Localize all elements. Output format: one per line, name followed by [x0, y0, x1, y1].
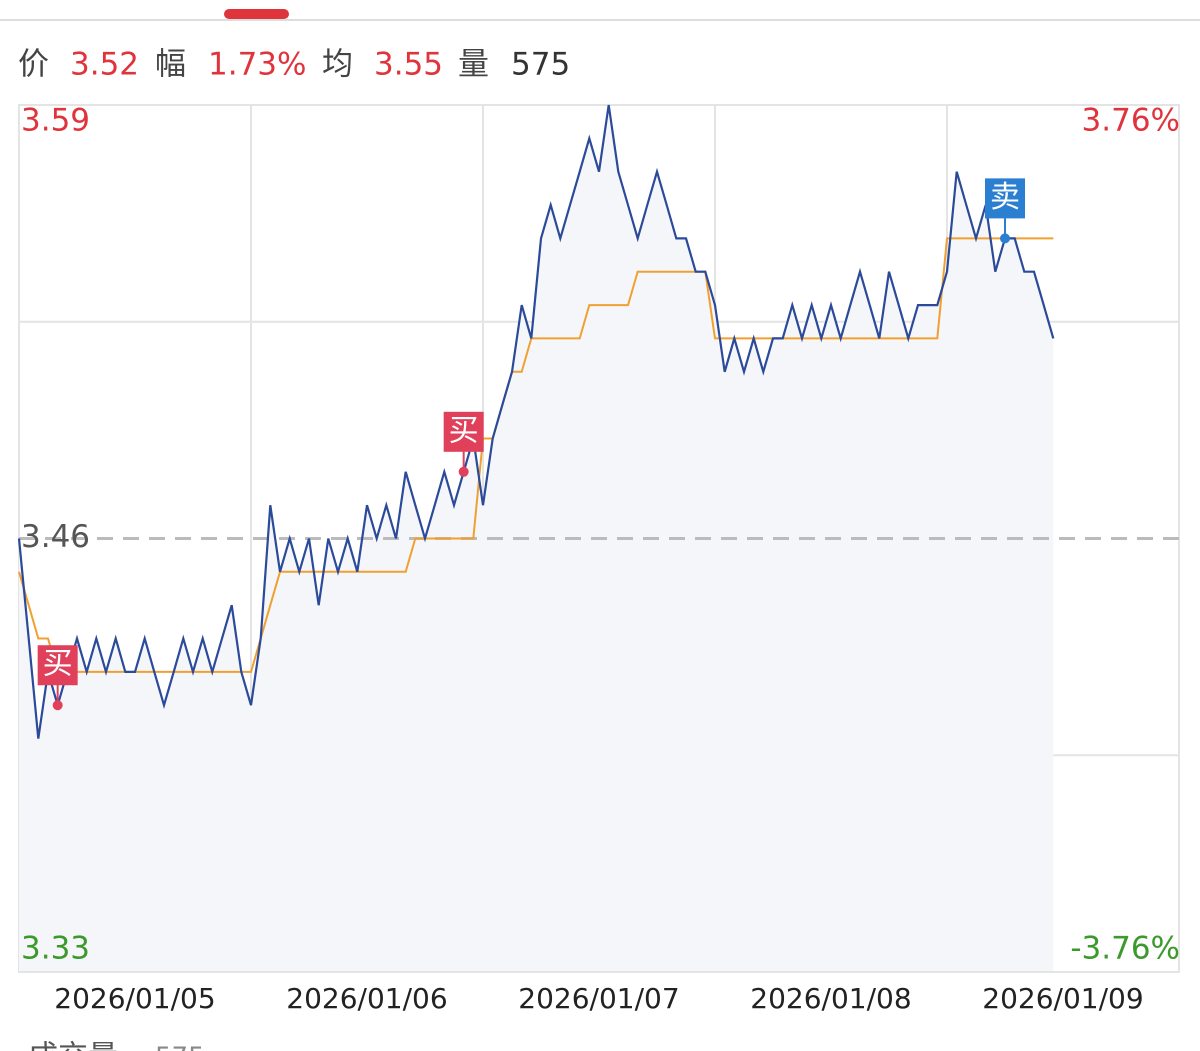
x-tick-label: 2026/01/09: [982, 982, 1143, 1015]
marker-label: 卖: [990, 180, 1020, 215]
marker-box: [985, 178, 1025, 219]
change: 1.73%: [208, 47, 306, 83]
y-tick-label: 3.59: [21, 103, 90, 139]
volume: 575: [511, 47, 570, 83]
volume-value: 575: [155, 1043, 205, 1051]
y-tick-label: 3.33: [21, 931, 90, 967]
marker-box: [37, 645, 78, 686]
price: 3.52: [70, 47, 139, 83]
volume-label: 量: [458, 47, 489, 83]
avg: 3.55: [374, 47, 443, 83]
header: 价 3.52 幅 1.73% 均 3.55 量 575: [18, 47, 570, 83]
marker-dot: [458, 466, 469, 477]
marker-label: 买: [449, 413, 479, 448]
price-line: [17, 104, 1055, 739]
change-label: 幅: [155, 47, 186, 83]
x-tick-label: 2026/01/05: [54, 982, 215, 1015]
y2-tick-label: -3.76%: [1070, 931, 1180, 967]
marker-label: 买: [43, 647, 73, 682]
x-tick-label: 2026/01/08: [750, 982, 911, 1015]
marker-box: [443, 411, 484, 452]
price-label: 价: [18, 47, 49, 83]
avg-line: [18, 237, 1054, 673]
tab-indicator: [224, 9, 289, 19]
marker-dot: [1000, 233, 1010, 244]
y2-tick-label: 3.76%: [1082, 103, 1180, 139]
marker-dot: [52, 700, 63, 711]
x-tick-label: 2026/01/06: [286, 982, 447, 1015]
y-tick-label: 3.46: [21, 519, 90, 555]
price-area: [19, 105, 1054, 972]
avg-label: 均: [322, 47, 353, 83]
volume-title: 成交量: [28, 1040, 118, 1051]
x-tick-label: 2026/01/07: [518, 982, 679, 1015]
